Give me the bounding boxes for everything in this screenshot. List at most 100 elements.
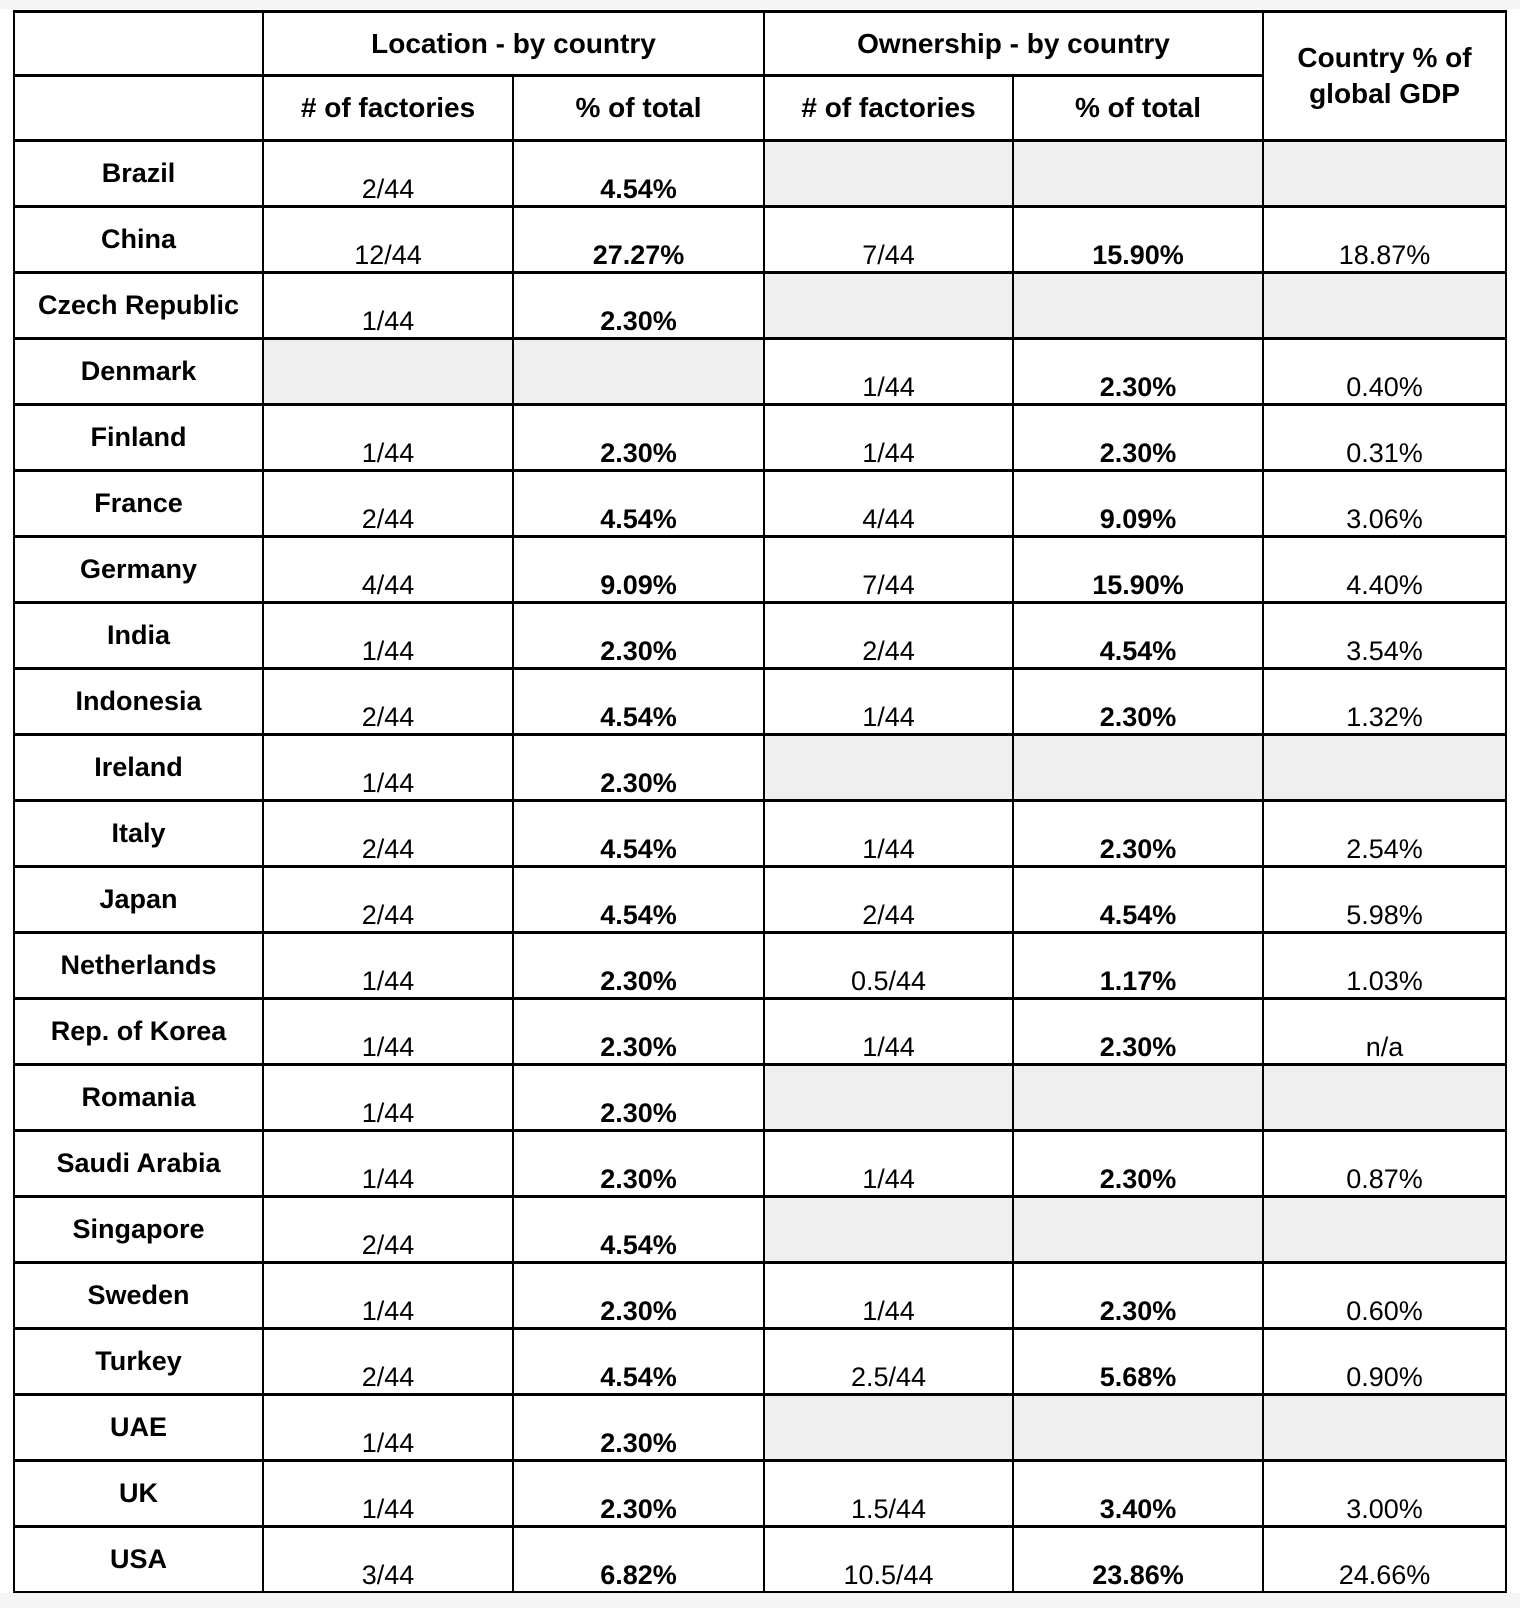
table-row: Germany 4/44 9.09% 7/44 15.90% 4.40% bbox=[13, 535, 1508, 604]
country-cell: Czech Republic bbox=[13, 271, 264, 340]
ownership-pct-cell: 2.30% bbox=[1011, 403, 1265, 472]
location-factories-cell: 1/44 bbox=[262, 403, 514, 472]
country-cell: China bbox=[13, 205, 264, 274]
ownership-pct-cell: 23.86% bbox=[1011, 1525, 1265, 1594]
ownership-pct-cell: 2.30% bbox=[1011, 667, 1265, 736]
location-factories-cell: 4/44 bbox=[262, 535, 514, 604]
country-cell: UK bbox=[13, 1459, 264, 1528]
ownership-pct-cell: 2.30% bbox=[1011, 1261, 1265, 1330]
ownership-factories-cell: 2/44 bbox=[763, 865, 1014, 934]
location-pct-cell: 2.30% bbox=[512, 1129, 765, 1198]
location-factories-cell: 2/44 bbox=[262, 1195, 514, 1264]
location-pct-cell: 4.54% bbox=[512, 469, 765, 538]
location-pct-cell: 2.30% bbox=[512, 403, 765, 472]
ownership-pct-cell: 5.68% bbox=[1011, 1327, 1265, 1396]
corner-cell-bottom bbox=[13, 74, 264, 142]
table-header: Location - by country Ownership - by cou… bbox=[13, 10, 1508, 142]
country-cell: UAE bbox=[13, 1393, 264, 1462]
gdp-cell: 18.87% bbox=[1262, 205, 1508, 274]
empty-cell bbox=[1011, 1195, 1265, 1264]
country-cell: Germany bbox=[13, 535, 264, 604]
table-row: Romania 1/44 2.30% bbox=[13, 1063, 1508, 1132]
ownership-pct-cell: 4.54% bbox=[1011, 865, 1265, 934]
location-factories-cell: 1/44 bbox=[262, 1261, 514, 1330]
empty-cell bbox=[1262, 139, 1508, 208]
country-cell: Ireland bbox=[13, 733, 264, 802]
location-factories-cell: 2/44 bbox=[262, 799, 514, 868]
location-pct-cell: 6.82% bbox=[512, 1525, 765, 1594]
empty-cell bbox=[763, 1063, 1014, 1132]
table-row: Czech Republic 1/44 2.30% bbox=[13, 271, 1508, 340]
location-pct-cell: 2.30% bbox=[512, 1261, 765, 1330]
country-cell: France bbox=[13, 469, 264, 538]
ownership-pct-cell: 2.30% bbox=[1011, 337, 1265, 406]
country-cell: Sweden bbox=[13, 1261, 264, 1330]
ownership-factories-cell: 2.5/44 bbox=[763, 1327, 1014, 1396]
gdp-cell: 3.06% bbox=[1262, 469, 1508, 538]
country-cell: Singapore bbox=[13, 1195, 264, 1264]
ownership-pct-cell: 1.17% bbox=[1011, 931, 1265, 1000]
gdp-cell: 3.00% bbox=[1262, 1459, 1508, 1528]
gdp-cell: 0.87% bbox=[1262, 1129, 1508, 1198]
ownership-pct-cell: 2.30% bbox=[1011, 997, 1265, 1066]
gdp-cell: n/a bbox=[1262, 997, 1508, 1066]
table-row: Ireland 1/44 2.30% bbox=[13, 733, 1508, 802]
empty-cell bbox=[1262, 733, 1508, 802]
table-row: Denmark 1/44 2.30% 0.40% bbox=[13, 337, 1508, 406]
location-pct-cell: 2.30% bbox=[512, 271, 765, 340]
empty-cell bbox=[512, 337, 765, 406]
table-row: France 2/44 4.54% 4/44 9.09% 3.06% bbox=[13, 469, 1508, 538]
location-pct-header: % of total bbox=[512, 74, 765, 142]
ownership-factories-cell: 2/44 bbox=[763, 601, 1014, 670]
location-factories-cell: 1/44 bbox=[262, 997, 514, 1066]
location-pct-cell: 2.30% bbox=[512, 1063, 765, 1132]
gdp-cell: 0.60% bbox=[1262, 1261, 1508, 1330]
gdp-cell: 24.66% bbox=[1262, 1525, 1508, 1594]
location-pct-cell: 2.30% bbox=[512, 1459, 765, 1528]
ownership-factories-cell: 1.5/44 bbox=[763, 1459, 1014, 1528]
empty-cell bbox=[1011, 139, 1265, 208]
location-factories-cell: 1/44 bbox=[262, 733, 514, 802]
empty-cell bbox=[763, 733, 1014, 802]
gdp-cell: 3.54% bbox=[1262, 601, 1508, 670]
ownership-factories-cell: 10.5/44 bbox=[763, 1525, 1014, 1594]
location-pct-cell: 4.54% bbox=[512, 139, 765, 208]
ownership-factories-cell: 1/44 bbox=[763, 337, 1014, 406]
location-factories-cell: 3/44 bbox=[262, 1525, 514, 1594]
location-factories-cell: 2/44 bbox=[262, 1327, 514, 1396]
location-group-header: Location - by country bbox=[262, 10, 765, 77]
ownership-pct-header: % of total bbox=[1011, 74, 1265, 142]
location-pct-cell: 4.54% bbox=[512, 1195, 765, 1264]
location-pct-cell: 2.30% bbox=[512, 733, 765, 802]
ownership-pct-cell: 2.30% bbox=[1011, 799, 1265, 868]
location-pct-cell: 4.54% bbox=[512, 1327, 765, 1396]
empty-cell bbox=[1011, 1063, 1265, 1132]
gdp-cell: 5.98% bbox=[1262, 865, 1508, 934]
ownership-factories-cell: 7/44 bbox=[763, 205, 1014, 274]
gdp-cell: 1.03% bbox=[1262, 931, 1508, 1000]
country-cell: Indonesia bbox=[13, 667, 264, 736]
country-cell: Netherlands bbox=[13, 931, 264, 1000]
location-factories-cell: 1/44 bbox=[262, 1393, 514, 1462]
table-row: Sweden 1/44 2.30% 1/44 2.30% 0.60% bbox=[13, 1261, 1508, 1330]
location-pct-cell: 2.30% bbox=[512, 1393, 765, 1462]
gdp-cell: 4.40% bbox=[1262, 535, 1508, 604]
location-factories-cell: 2/44 bbox=[262, 139, 514, 208]
location-pct-cell: 9.09% bbox=[512, 535, 765, 604]
ownership-group-header: Ownership - by country bbox=[762, 10, 1265, 77]
table-row: Rep. of Korea 1/44 2.30% 1/44 2.30% n/a bbox=[13, 997, 1508, 1066]
location-factories-header: # of factories bbox=[262, 74, 514, 142]
gdp-cell: 0.31% bbox=[1262, 403, 1508, 472]
corner-cell-top bbox=[13, 10, 264, 77]
location-factories-cell: 1/44 bbox=[262, 1063, 514, 1132]
table-row: UK 1/44 2.30% 1.5/44 3.40% 3.00% bbox=[13, 1459, 1508, 1528]
location-pct-cell: 2.30% bbox=[512, 601, 765, 670]
table-body: Brazil 2/44 4.54% China 12/44 27.27% 7/44 15.90… bbox=[13, 139, 1508, 1594]
country-cell: Finland bbox=[13, 403, 264, 472]
country-cell: Italy bbox=[13, 799, 264, 868]
table-row: Saudi Arabia 1/44 2.30% 1/44 2.30% 0.87% bbox=[13, 1129, 1508, 1198]
ownership-factories-header: # of factories bbox=[763, 74, 1014, 142]
gdp-header: Country % of global GDP bbox=[1262, 10, 1508, 142]
location-factories-cell: 1/44 bbox=[262, 931, 514, 1000]
ownership-factories-cell: 1/44 bbox=[763, 799, 1014, 868]
